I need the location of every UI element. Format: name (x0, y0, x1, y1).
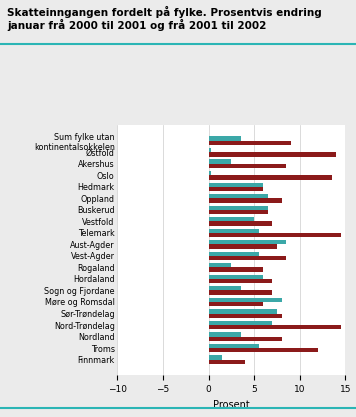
Bar (209, 176, 332, 180)
Bar (209, 171, 211, 176)
Bar (209, 267, 263, 272)
Bar (209, 217, 254, 221)
Bar (209, 298, 282, 302)
Bar (209, 325, 341, 329)
Bar (209, 302, 263, 306)
Bar (209, 141, 290, 145)
Bar (209, 244, 277, 249)
Bar (209, 194, 268, 198)
Bar (209, 286, 241, 291)
Bar (209, 183, 263, 187)
Bar (209, 148, 211, 152)
Bar (209, 321, 272, 325)
Bar (209, 275, 263, 279)
Bar (209, 348, 318, 352)
Bar (209, 210, 268, 214)
Bar (209, 355, 222, 359)
Bar (209, 164, 286, 168)
Bar (209, 309, 277, 314)
Bar (209, 279, 272, 283)
Text: Skatteinngangen fordelt på fylke. Prosentvis endring: Skatteinngangen fordelt på fylke. Prosen… (7, 6, 322, 18)
Bar (209, 337, 282, 341)
Bar (209, 263, 231, 267)
Bar (209, 256, 286, 260)
Bar (209, 159, 231, 164)
Bar (209, 206, 268, 210)
Bar (209, 240, 286, 244)
Bar (209, 359, 245, 364)
Text: januar frå 2000 til 2001 og frå 2001 til 2002: januar frå 2000 til 2001 og frå 2001 til… (7, 19, 267, 31)
Bar (209, 187, 263, 191)
Bar (209, 221, 272, 226)
Bar (209, 314, 282, 318)
X-axis label: Prosent: Prosent (213, 399, 250, 409)
Bar (209, 291, 272, 295)
Bar (209, 251, 259, 256)
Bar (209, 229, 259, 233)
Bar (209, 233, 341, 237)
Bar (209, 198, 282, 203)
Bar (209, 136, 241, 141)
Bar (209, 344, 259, 348)
Bar (209, 332, 241, 337)
Bar (209, 152, 336, 157)
